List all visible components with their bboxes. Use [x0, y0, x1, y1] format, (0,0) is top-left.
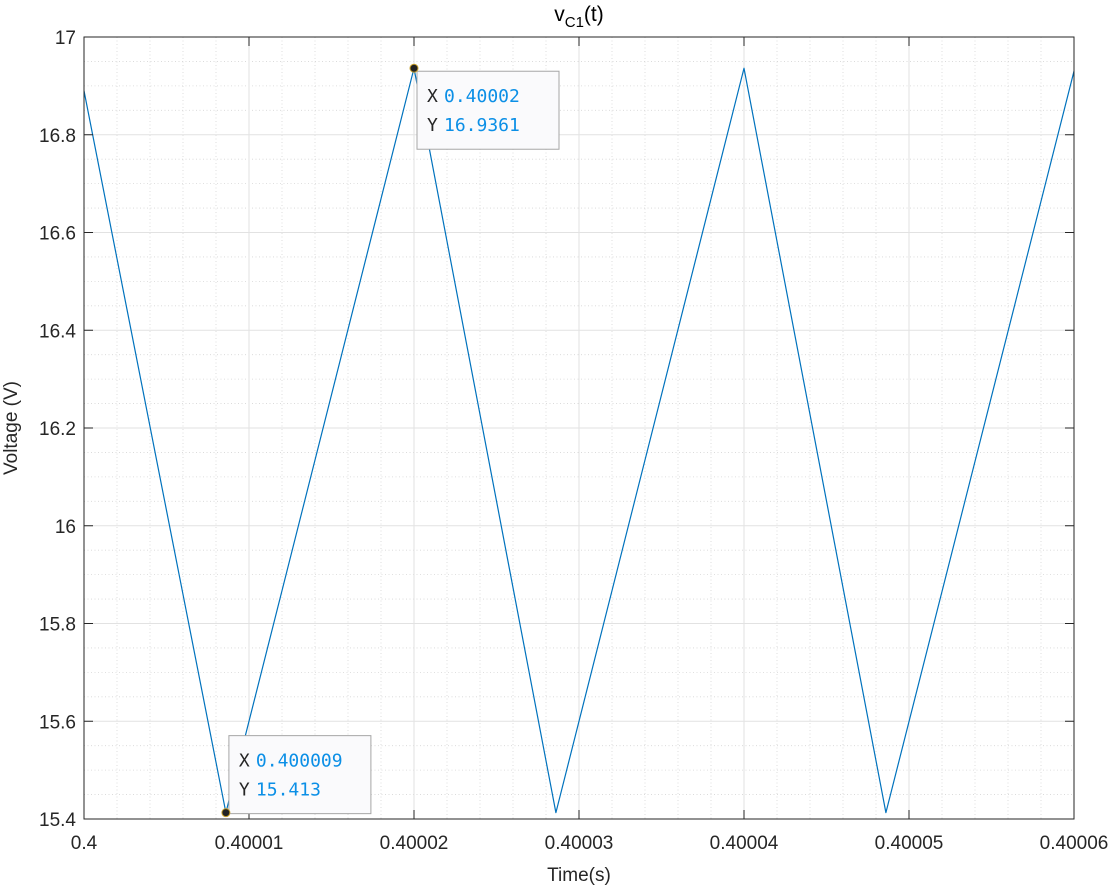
- datatip-key: Y: [239, 780, 250, 801]
- axis-ticks: [83, 36, 1075, 820]
- x-tick-label: 0.4: [71, 833, 98, 854]
- chart-title-subscript: C1: [565, 14, 584, 31]
- y-tick-label: 16.2: [39, 419, 76, 440]
- chart-title: vC1(t): [554, 3, 604, 31]
- x-tick-label: 0.40001: [215, 833, 284, 854]
- y-tick-label: 16.4: [39, 321, 76, 342]
- datatip[interactable]: X 0.400009 Y 15.413: [221, 735, 372, 818]
- major-grid: [83, 36, 1075, 820]
- y-tick-label: 16.8: [39, 126, 76, 147]
- y-tick-label: 15.6: [39, 712, 76, 733]
- y-tick-label: 16.6: [39, 224, 76, 245]
- y-tick-label: 15.8: [39, 615, 76, 636]
- x-tick-label: 0.40002: [380, 833, 449, 854]
- datatip-key: Y: [427, 115, 438, 136]
- datatip-key: X: [239, 751, 250, 772]
- datatip[interactable]: X 0.40002 Y 16.9361: [409, 63, 560, 150]
- datatip-box: [416, 70, 560, 150]
- y-tick-label: 16: [55, 517, 76, 538]
- chart-title-tail: (t): [584, 3, 604, 26]
- x-tick-label: 0.40004: [710, 833, 779, 854]
- y-tick-labels: 15.4 15.6 15.8 16 16.2 16.4 16.6 16.8 17: [39, 28, 76, 831]
- datatip-box: [228, 735, 372, 815]
- x-tick-labels: 0.4 0.40001 0.40002 0.40003 0.40004 0.40005 0.…: [71, 833, 1109, 854]
- datatip-value: 0.40002: [444, 86, 520, 107]
- y-axis-label: Voltage (V): [1, 381, 22, 475]
- x-tick-label: 0.40003: [545, 833, 614, 854]
- x-tick-label: 0.40006: [1040, 833, 1109, 854]
- y-tick-label: 17: [55, 28, 76, 49]
- datatip-value: 16.9361: [444, 115, 520, 136]
- datatip-key: X: [427, 86, 438, 107]
- datatip-marker[interactable]: [409, 63, 419, 73]
- y-tick-label: 15.4: [39, 810, 76, 831]
- x-axis-label: Time(s): [547, 865, 611, 886]
- datatip-value: 15.413: [256, 780, 321, 801]
- chart-title-main: v: [554, 3, 565, 26]
- x-tick-label: 0.40005: [875, 833, 944, 854]
- datatip-value: 0.400009: [256, 751, 343, 772]
- datatip-marker[interactable]: [221, 808, 231, 818]
- datatips: X 0.40002 Y 16.9361 X 0.400009 Y 15.413: [221, 63, 560, 818]
